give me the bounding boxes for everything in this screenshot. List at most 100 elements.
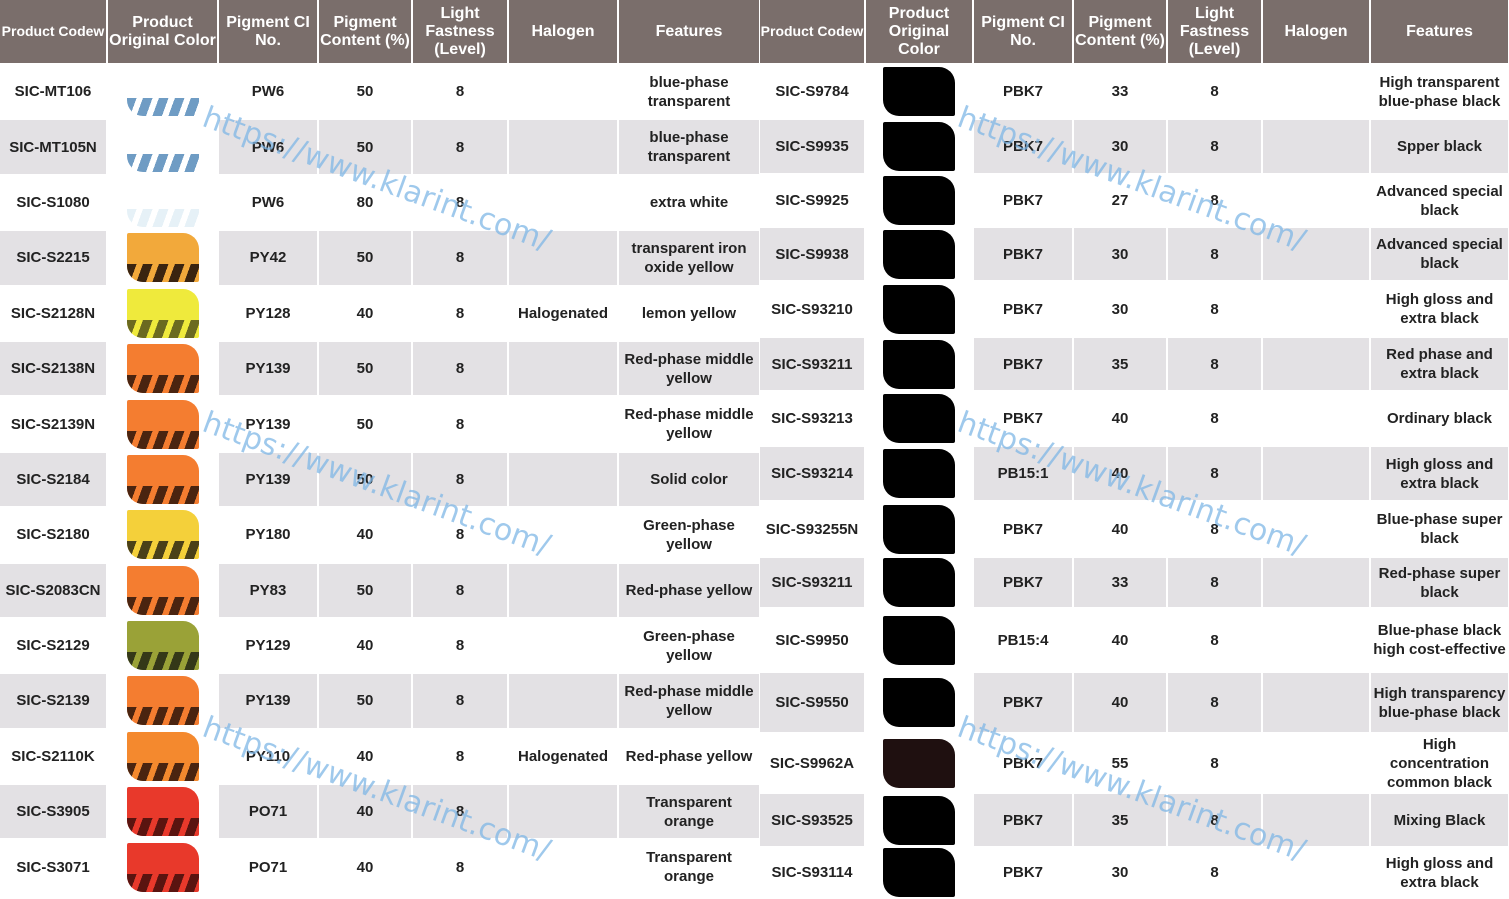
features-cell: Red-phase middle yellow xyxy=(618,673,761,730)
header-row: Product Codew Product Original Color Pigme… xyxy=(760,0,1509,65)
color-swatch xyxy=(126,399,199,449)
header-pigment-content: Pigment Content (%) xyxy=(1073,0,1168,65)
swatch-stripes xyxy=(126,541,199,560)
header-features: Features xyxy=(1370,0,1509,65)
table-row: SIC-S93214 PB15:1 40 8 High gloss and extra … xyxy=(760,446,1509,502)
halogen-cell xyxy=(508,64,619,121)
header-product-color: Product Original Color xyxy=(107,0,219,65)
color-swatch-cell xyxy=(865,119,974,175)
light-fastness-cell: 8 xyxy=(1167,119,1263,175)
color-swatch-cell xyxy=(107,230,219,287)
pigment-ci-cell: PY83 xyxy=(218,562,319,619)
pigment-ci-cell: PY129 xyxy=(218,617,319,675)
light-fastness-cell: 8 xyxy=(1167,281,1263,338)
color-swatch-cell xyxy=(107,119,219,176)
table-row: SIC-MT105N PW6 50 8 blue-phase transparent xyxy=(0,119,761,176)
table-row: SIC-S9962A PBK7 55 8 High concentration comm… xyxy=(760,733,1509,794)
pigment-content-cell: 40 xyxy=(1073,391,1168,447)
color-swatch xyxy=(883,67,955,116)
color-swatch-cell xyxy=(865,793,974,848)
swatch-stripes xyxy=(126,319,199,338)
halogen-cell xyxy=(1262,227,1371,282)
pigment-content-cell: 40 xyxy=(318,784,413,841)
color-swatch xyxy=(883,738,955,788)
pigment-ci-cell: PBK7 xyxy=(973,391,1074,447)
table-row: SIC-S3071 PO71 40 8 Transparent orange xyxy=(0,839,761,896)
color-swatch xyxy=(883,394,955,443)
light-fastness-cell: 8 xyxy=(1167,608,1263,673)
product-code-cell: SIC-S3071 xyxy=(0,839,108,896)
color-swatch-cell xyxy=(107,451,219,509)
color-swatch xyxy=(883,284,955,334)
light-fastness-cell: 8 xyxy=(1167,446,1263,502)
product-code-cell: SIC-S3905 xyxy=(0,784,108,841)
pigment-content-cell: 50 xyxy=(318,562,413,619)
halogen-cell xyxy=(1262,733,1371,794)
color-swatch-cell xyxy=(865,64,974,120)
pigment-ci-cell: PBK7 xyxy=(973,227,1074,282)
halogen-cell xyxy=(1262,608,1371,673)
color-swatch-cell xyxy=(107,562,219,619)
pigment-content-cell: 40 xyxy=(1073,446,1168,502)
header-light-fastness: Light Fastness (Level) xyxy=(1167,0,1263,65)
table-row: SIC-S9938 PBK7 30 8 Advanced special black xyxy=(760,227,1509,282)
pigment-content-cell: 27 xyxy=(1073,174,1168,228)
color-swatch-cell xyxy=(865,227,974,282)
table-row: SIC-S2083CN PY83 50 8 Red-phase yellow xyxy=(0,562,761,619)
color-swatch-cell xyxy=(865,391,974,447)
color-swatch xyxy=(126,731,199,781)
table-row: SIC-S2128N PY128 40 8 Halogenated lemon yello… xyxy=(0,285,761,342)
header-pigment-ci: Pigment CI No. xyxy=(218,0,319,65)
light-fastness-cell: 8 xyxy=(412,396,509,453)
halogen-cell xyxy=(508,230,619,287)
pigment-content-cell: 40 xyxy=(1073,501,1168,558)
table-row: SIC-S9935 PBK7 30 8 Spper black xyxy=(760,119,1509,175)
product-code-cell: SIC-S9935 xyxy=(760,119,866,175)
light-fastness-cell: 8 xyxy=(412,174,509,232)
header-halogen: Halogen xyxy=(1262,0,1371,65)
pigment-ci-cell: PY180 xyxy=(218,507,319,564)
light-fastness-cell: 8 xyxy=(412,728,509,786)
halogen-cell xyxy=(508,451,619,509)
pigment-ci-cell: PBK7 xyxy=(973,672,1074,734)
color-swatch-cell xyxy=(107,507,219,564)
pigment-content-cell: 40 xyxy=(318,728,413,786)
pigment-content-cell: 50 xyxy=(318,340,413,398)
halogen-cell xyxy=(508,119,619,176)
halogen-cell xyxy=(1262,391,1371,447)
color-swatch-cell xyxy=(107,784,219,841)
features-cell: Advanced special black xyxy=(1370,174,1509,228)
color-swatch-cell xyxy=(865,847,974,899)
halogen-cell: Halogenated xyxy=(508,728,619,786)
product-code-cell: SIC-S1080 xyxy=(0,174,108,232)
color-swatch xyxy=(883,122,955,171)
halogen-cell xyxy=(1262,64,1371,120)
pigment-ci-cell: PO71 xyxy=(218,839,319,896)
pigment-ci-cell: PBK7 xyxy=(973,64,1074,120)
product-code-cell: SIC-S9950 xyxy=(760,608,866,673)
light-fastness-cell: 8 xyxy=(1167,227,1263,282)
pigment-content-cell: 30 xyxy=(1073,119,1168,175)
light-fastness-cell: 8 xyxy=(1167,557,1263,609)
pigment-content-cell: 35 xyxy=(1073,793,1168,848)
color-swatch xyxy=(883,558,955,607)
features-cell: Red-phase yellow xyxy=(618,562,761,619)
pigment-content-cell: 40 xyxy=(318,839,413,896)
product-code-cell: SIC-S93211 xyxy=(760,557,866,609)
features-cell: High transparent blue-phase black xyxy=(1370,64,1509,120)
color-swatch-cell xyxy=(865,557,974,609)
features-cell: Red-phase yellow xyxy=(618,728,761,786)
halogen-cell xyxy=(1262,174,1371,228)
color-swatch xyxy=(126,842,199,892)
pigment-content-cell: 50 xyxy=(318,673,413,730)
color-swatch xyxy=(126,122,199,172)
color-swatch xyxy=(126,177,199,227)
features-cell: Green-phase yellow xyxy=(618,507,761,564)
color-swatch xyxy=(126,565,199,615)
color-swatch xyxy=(126,288,199,338)
light-fastness-cell: 8 xyxy=(412,784,509,841)
pigment-ci-cell: PBK7 xyxy=(973,119,1074,175)
pigment-table-right: Product Codew Product Original Color Pigme… xyxy=(760,0,1509,899)
pigment-ci-cell: PBK7 xyxy=(973,793,1074,848)
header-light-fastness: Light Fastness (Level) xyxy=(412,0,509,65)
